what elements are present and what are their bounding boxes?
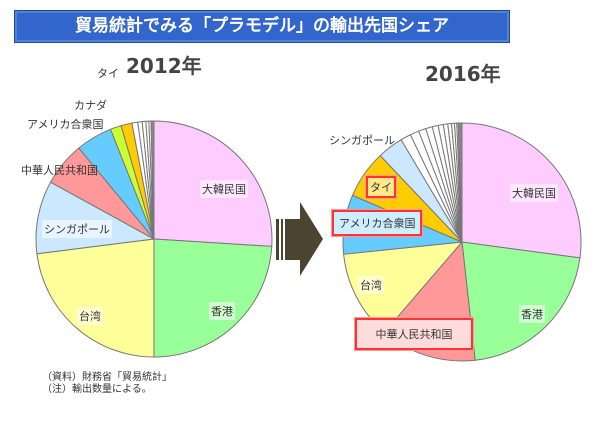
arrow-icon bbox=[276, 202, 323, 276]
note-remark: （注）輸出数量による。 bbox=[42, 384, 152, 395]
label-2016-hongkong: 香港 bbox=[519, 305, 545, 323]
label-2016-thailand: タイ bbox=[366, 176, 396, 198]
label-2012-taiwan: 台湾 bbox=[77, 307, 103, 325]
label-2012-usa: アメリカ合衆国 bbox=[27, 118, 104, 131]
pie-2012 bbox=[35, 120, 273, 358]
label-2012-hongkong: 香港 bbox=[209, 302, 235, 320]
label-2012-china: 中華人民共和国 bbox=[21, 164, 98, 177]
pie-slice-香港 bbox=[153, 238, 273, 358]
chart-title-2016: 2016年 bbox=[425, 62, 501, 86]
chart-title-2012: 2012年 bbox=[126, 54, 202, 78]
label-2016-china: 中華人民共和国 bbox=[355, 318, 473, 350]
pie-slice-other bbox=[150, 120, 155, 240]
label-2012-korea: 大韓民国 bbox=[200, 180, 248, 198]
label-2016-taiwan: 台湾 bbox=[358, 276, 384, 294]
pie-slice-香港 bbox=[461, 241, 581, 361]
source-notes: （資料）財務省「貿易統計」 （注）輸出数量による。 bbox=[42, 372, 172, 396]
pie-slice-台湾 bbox=[36, 238, 155, 358]
pie-slice-other bbox=[457, 122, 463, 243]
label-2012-singapore: シンガポール bbox=[42, 220, 112, 238]
label-2016-singapore: シンガポール bbox=[329, 134, 395, 147]
label-2012-canada: カナダ bbox=[74, 99, 107, 112]
title-banner: 貿易統計でみる「プラモデル」の輸出先国シェア bbox=[14, 10, 510, 43]
note-source: （資料）財務省「貿易統計」 bbox=[42, 372, 172, 383]
label-2016-korea: 大韓民国 bbox=[510, 184, 558, 202]
label-2012-thailand: タイ bbox=[97, 67, 119, 80]
label-2016-usa: アメリカ合衆国 bbox=[332, 210, 423, 236]
